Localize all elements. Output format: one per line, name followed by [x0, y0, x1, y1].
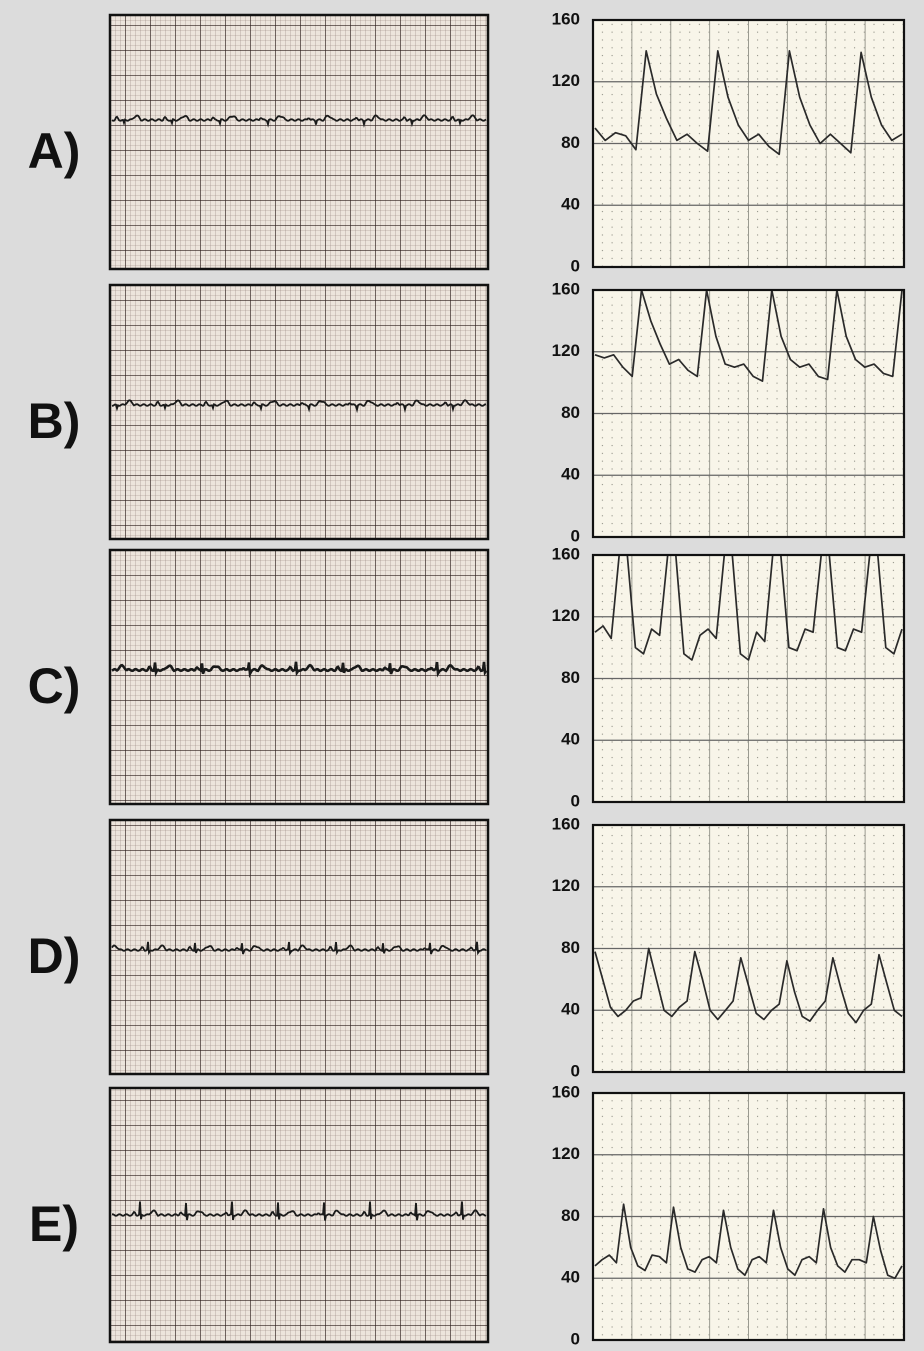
y-tick-label: 160	[552, 9, 580, 28]
ecg-grid	[110, 550, 488, 804]
y-tick-label: 160	[552, 814, 580, 833]
y-tick-label: 40	[561, 730, 580, 749]
y-tick-label: 80	[561, 1206, 580, 1225]
y-tick-label: 40	[561, 1000, 580, 1019]
plot-border	[591, 823, 906, 1074]
y-tick-label: 0	[571, 526, 580, 545]
pressure-trace	[594, 947, 903, 1024]
pressure-trace	[594, 1203, 903, 1280]
ecg-border	[108, 818, 490, 1076]
pressure-trace	[594, 50, 903, 156]
ecg-border	[108, 548, 490, 806]
panel-label: B)	[28, 393, 81, 449]
ecg-border	[108, 283, 490, 541]
y-tick-label: 120	[552, 341, 580, 360]
ecg-grid	[110, 820, 488, 1074]
ecg-trace	[112, 1201, 487, 1221]
y-tick-label: 160	[552, 279, 580, 298]
plot-border	[591, 1091, 906, 1342]
y-tick-label: 120	[552, 71, 580, 90]
panel-label: A)	[28, 123, 81, 179]
y-tick-label: 80	[561, 668, 580, 687]
ecg-trace	[111, 941, 487, 956]
plot-border	[591, 18, 906, 269]
pressure-trace	[594, 289, 903, 382]
ecg-border	[108, 13, 490, 271]
y-tick-label: 40	[561, 465, 580, 484]
y-tick-label: 0	[571, 791, 580, 810]
y-tick-label: 160	[552, 544, 580, 563]
y-tick-label: 120	[552, 606, 580, 625]
ecg-trace	[111, 399, 487, 414]
y-tick-label: 40	[561, 1268, 580, 1287]
y-tick-label: 40	[561, 195, 580, 214]
y-tick-label: 160	[552, 1082, 580, 1101]
plot-border	[591, 553, 906, 804]
panel-label: D)	[28, 928, 81, 984]
y-tick-label: 120	[552, 1144, 580, 1163]
ecg-grid	[110, 285, 488, 539]
y-tick-label: 0	[571, 256, 580, 275]
plot-border	[591, 288, 906, 539]
ecg-grid	[110, 15, 488, 269]
y-tick-label: 120	[552, 876, 580, 895]
y-tick-label: 80	[561, 938, 580, 957]
pressure-trace	[594, 554, 903, 661]
y-tick-label: 0	[571, 1061, 580, 1080]
y-tick-label: 80	[561, 403, 580, 422]
y-tick-label: 80	[561, 133, 580, 152]
y-tick-label: 0	[571, 1329, 580, 1348]
ecg-trace	[111, 661, 488, 679]
ecg-trace	[111, 114, 487, 128]
ecg-border	[108, 1086, 490, 1344]
panel-label: E)	[29, 1196, 79, 1252]
panel-label: C)	[28, 658, 81, 714]
